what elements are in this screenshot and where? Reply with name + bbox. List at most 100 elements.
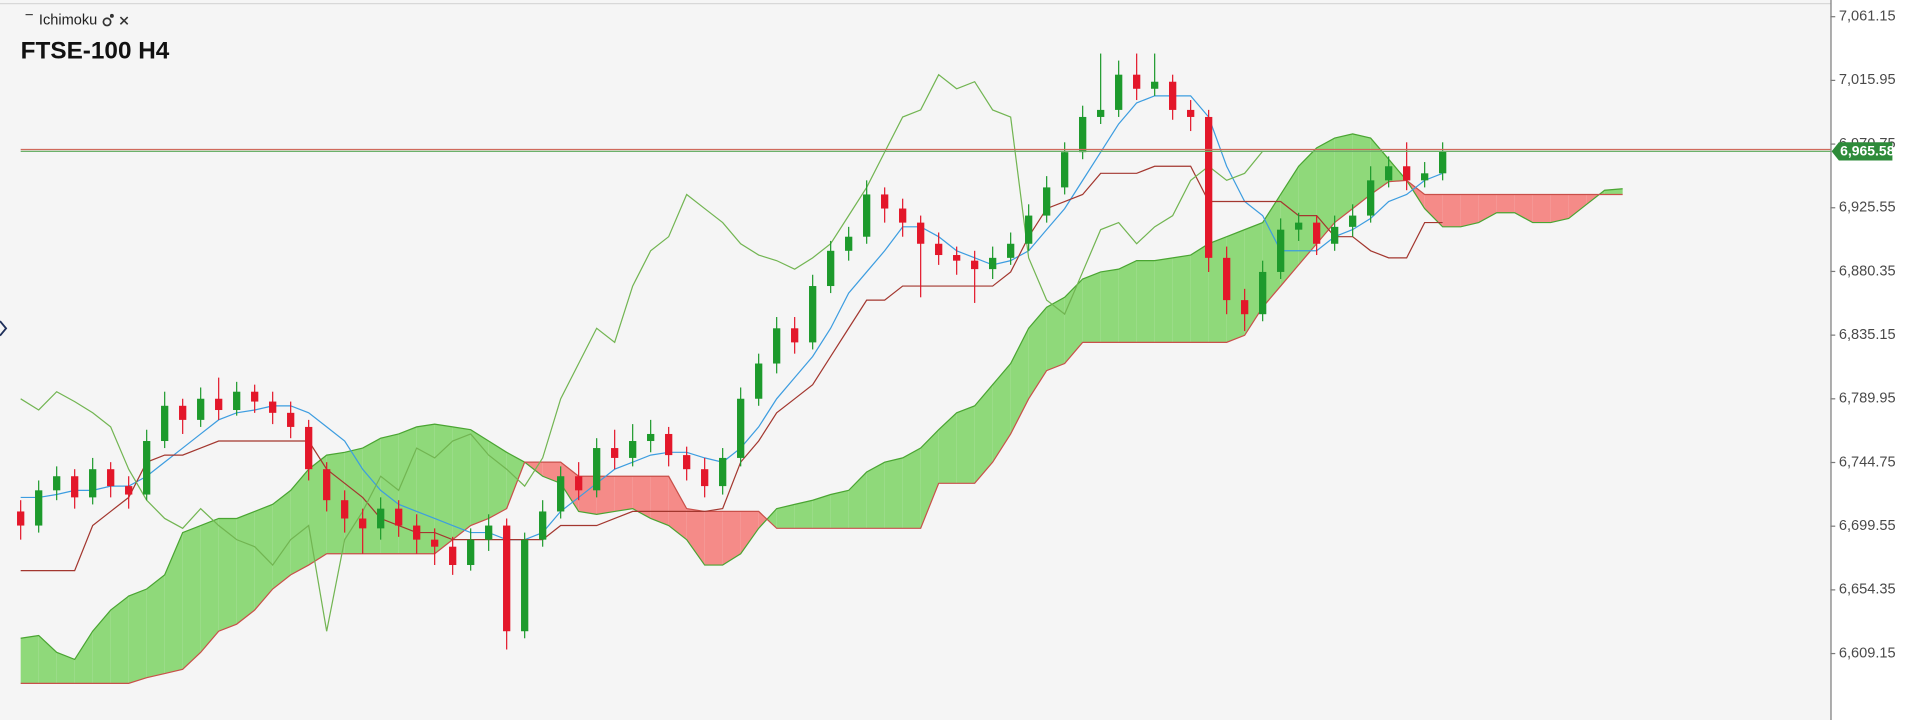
cloud-fill [1118,260,1137,343]
cloud-fill [884,457,903,529]
cloud-fill [1046,297,1065,371]
candle-body [485,525,493,540]
axis-background [1830,0,1907,720]
cloud-fill [704,511,723,566]
cloud-fill [974,384,993,484]
indicator-line [20,95,1443,541]
candle-body [917,222,925,244]
candle-body [53,476,61,491]
cloud-fill [290,469,309,575]
scroll-chevron[interactable] [0,320,8,337]
span-b-line [20,179,1623,684]
cloud-fill [902,448,921,529]
cloud-fill [866,462,885,529]
candle-body [791,328,799,343]
candle-body [143,441,151,495]
cloud-fill [596,476,615,515]
candle-body [1385,166,1393,181]
cloud-fill [1226,229,1245,343]
close-icon[interactable] [119,16,129,25]
y-tick-label: 7,015.95 [1839,72,1896,88]
cloud-fill [1082,271,1101,343]
plot-background [0,0,1830,720]
candle-body [1313,222,1321,244]
cloud-fill [956,405,975,484]
candle-body [1439,151,1447,174]
candle-body [413,525,421,540]
candle-body [1331,226,1339,244]
candle-body [845,236,853,251]
candle-body [359,518,367,529]
candle-body [395,508,403,526]
candle-body [737,398,745,458]
candle-body [755,363,763,399]
y-tick-label: 6,654.35 [1839,582,1896,598]
candle-body [1097,109,1105,117]
cloud-fill [1424,194,1443,227]
candle-body [1151,81,1159,89]
cloud-fill [920,429,939,529]
cloud-fill [722,511,741,566]
candle-body [71,476,79,498]
candle-body [719,457,727,487]
cloud-fill [1334,133,1353,223]
candle-body [1367,180,1375,216]
candle-body [863,194,871,237]
candle-body [161,405,169,442]
candle-body [233,391,241,411]
chart-title: FTSE-100 H4 [21,38,170,65]
candle-body [953,255,961,261]
cloud-fill [452,426,471,540]
cloud-fill [740,511,759,554]
candle-body [881,194,889,209]
candle-body [377,508,385,529]
cloud-fill [776,504,795,529]
candle-body [305,426,313,470]
price-tag [1831,142,1893,161]
candle-body [665,433,673,456]
price-tag-label: 6,965.58 [1840,143,1895,159]
candle-body [1043,187,1051,216]
cloud-fill [668,476,687,540]
cloud-layer [20,133,1623,684]
candle-body [1349,215,1357,227]
cloud-fill [812,494,831,529]
cloud-fill [830,490,849,529]
cloud-fill [470,429,489,526]
cloud-fill [56,652,75,684]
cloud-fill [326,452,345,554]
cloud-fill [1550,194,1569,223]
cloud-fill [38,635,57,684]
cloud-fill [686,508,705,566]
cloud-fill [1568,194,1587,219]
candle-body [287,412,295,427]
candle-body [1061,152,1069,188]
candle-body [1007,243,1015,258]
cloud-fill [992,363,1011,463]
cloud-fill [1532,194,1551,223]
cloud-fill [1172,255,1191,343]
candle-body [683,455,691,470]
candle-body [1223,257,1231,301]
cloud-fill [1298,147,1317,265]
candle-body [1025,215,1033,244]
candle-body [1421,173,1429,181]
cloud-fill [1262,194,1281,308]
cloud-fill [938,412,957,484]
cloud-fill [1028,307,1047,399]
candle-body [539,511,547,540]
candle-body [179,405,187,420]
cloud-fill [1280,166,1299,287]
cloud-fill [236,511,255,625]
cloud-fill [488,441,507,519]
cloud-fill [416,424,435,554]
settings-icon[interactable] [102,13,114,27]
cloud-fill [182,525,201,670]
candle-body [89,469,97,498]
candle-body [899,208,907,223]
candle-body [1277,229,1285,272]
candle-body [611,448,619,458]
candle-body [1115,74,1123,110]
cloud-fill [1460,194,1479,227]
